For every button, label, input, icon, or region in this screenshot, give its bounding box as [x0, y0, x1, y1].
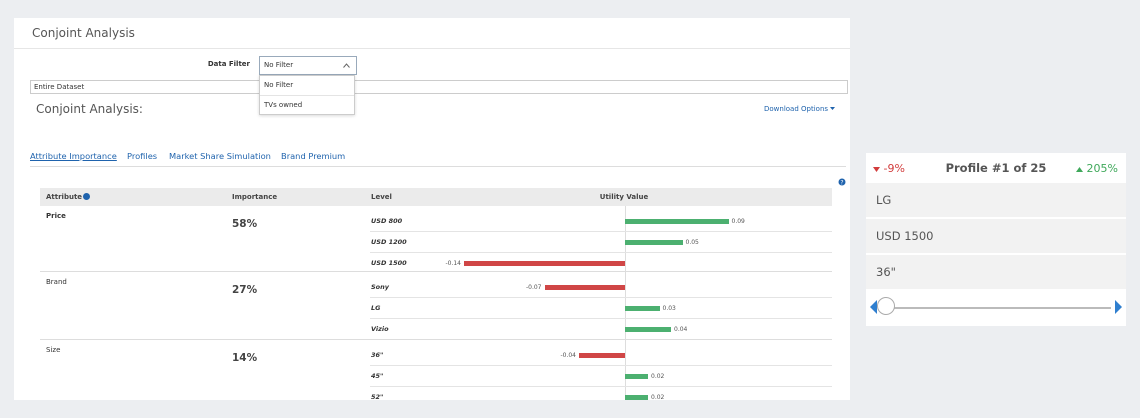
up-arrow	[1076, 167, 1084, 172]
utility-bar	[625, 374, 648, 379]
utility-bar	[625, 219, 729, 224]
column-header: Utility Value	[599, 193, 649, 201]
help-icon[interactable]: ?	[838, 178, 846, 186]
row-divider	[370, 252, 832, 253]
profile-panel: -9% Profile #1 of 25 205% LG USD 1500 36"	[866, 153, 1126, 326]
dropdown-value: No Filter	[264, 61, 294, 69]
profile-low-value: -9%	[883, 162, 905, 175]
column-header: Importance	[232, 193, 278, 201]
tab[interactable]: Profiles	[127, 151, 158, 161]
utility-label: -0.14	[445, 260, 461, 267]
row-divider	[370, 386, 832, 387]
importance: 14%	[232, 352, 258, 364]
utility-bar	[464, 261, 625, 266]
level: 45"	[371, 372, 384, 380]
utility-label: 0.02	[651, 394, 665, 400]
utility-bar	[544, 285, 625, 290]
utility-bar	[625, 240, 683, 245]
down-arrow	[873, 167, 880, 172]
profile-title: Profile #1 of 25	[945, 161, 1047, 175]
filter-label: Data Filter	[207, 60, 250, 68]
importance: 27%	[232, 284, 258, 296]
utility-bar	[579, 353, 625, 358]
group-divider	[40, 271, 832, 272]
row-divider	[370, 365, 832, 366]
attribute-name: Price	[46, 212, 66, 220]
level: Vizio	[371, 325, 389, 333]
download-caret	[830, 107, 836, 110]
profile-item: 36"	[866, 255, 1126, 289]
column-header: Attribute	[46, 193, 83, 201]
utility-label: 0.09	[731, 218, 745, 225]
divider	[14, 48, 850, 49]
dropdown-option[interactable]: TVs owned	[260, 95, 354, 115]
download-options[interactable]: Download Options	[764, 105, 836, 113]
row-divider	[370, 231, 832, 232]
profile-low: -9%	[873, 162, 905, 175]
column-header: Level	[371, 193, 392, 201]
level: LG	[371, 304, 381, 312]
profile-item: LG	[866, 183, 1126, 217]
utility-bar	[625, 327, 671, 332]
utility-label: 0.02	[651, 373, 665, 380]
page-title: Conjoint Analysis	[32, 26, 135, 40]
svg-text:?: ?	[840, 179, 843, 186]
profile-high-value: 205%	[1086, 162, 1118, 175]
row-divider	[370, 297, 832, 298]
dataset-input[interactable]: Entire Dataset	[30, 80, 848, 94]
utility-bar	[625, 395, 648, 400]
dropdown-caret	[343, 63, 350, 68]
utility-bar	[625, 306, 660, 311]
attribute-name: Size	[46, 346, 61, 354]
level: USD 1500	[371, 259, 407, 267]
level: Sony	[371, 283, 390, 291]
download-label: Download Options	[764, 105, 829, 113]
utility-label: 0.03	[662, 305, 676, 312]
table-header	[40, 188, 832, 206]
tab-divider	[30, 166, 846, 167]
group-divider	[40, 339, 832, 340]
utility-label: 0.05	[685, 239, 699, 246]
utility-label: -0.07	[525, 284, 542, 291]
filter-dropdown[interactable]: No Filter	[259, 56, 357, 75]
level: USD 800	[371, 217, 403, 225]
dropdown-menu: No Filter TVs owned	[259, 75, 355, 115]
section-title: Conjoint Analysis:	[36, 102, 143, 116]
level: 36"	[371, 351, 384, 359]
tab[interactable]: Market Share Simulation	[169, 151, 271, 161]
profile-high: 205%	[1076, 162, 1118, 175]
level: USD 1200	[371, 238, 407, 246]
attribute-name: Brand	[46, 278, 67, 286]
profile-slider[interactable]	[866, 295, 1126, 319]
zero-line	[625, 206, 626, 400]
utility-label: 0.04	[674, 326, 688, 333]
row-divider	[370, 318, 832, 319]
tab[interactable]: Brand Premium	[281, 151, 346, 161]
help-icon	[83, 193, 90, 200]
dropdown-option[interactable]: No Filter	[264, 81, 294, 89]
utility-label: -0.04	[560, 352, 576, 359]
main-panel: Conjoint Analysis Data Filter Entire Dat…	[14, 18, 850, 400]
tab[interactable]: Attribute Importance	[30, 151, 117, 161]
level: 52"	[371, 393, 384, 400]
profile-item: USD 1500	[866, 219, 1126, 253]
importance: 58%	[232, 218, 258, 230]
